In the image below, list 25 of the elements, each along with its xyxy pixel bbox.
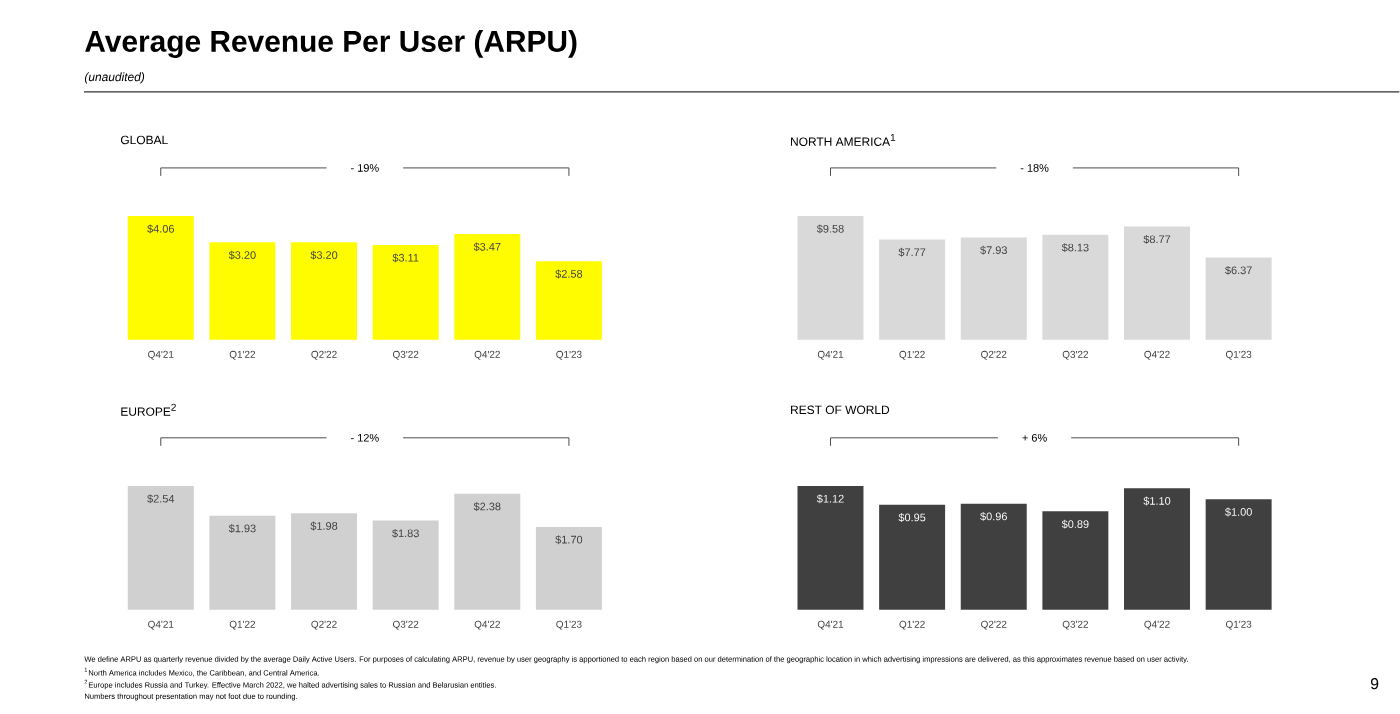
bar — [879, 504, 946, 610]
bar — [879, 239, 946, 340]
bar — [372, 520, 439, 610]
bar — [535, 527, 602, 610]
bar — [454, 493, 521, 610]
bar — [535, 261, 602, 340]
bar — [797, 486, 864, 610]
bar — [960, 237, 1027, 340]
bar — [1205, 257, 1272, 340]
bar — [1042, 511, 1109, 610]
bar — [797, 216, 864, 340]
bar — [291, 242, 358, 340]
bar — [127, 216, 194, 340]
bar — [127, 486, 194, 610]
bar — [960, 503, 1027, 610]
text: Average Revenue Per User (ARPU) — [85, 30, 577, 59]
bar — [209, 242, 276, 340]
bar — [454, 234, 521, 340]
bar — [1124, 226, 1190, 340]
bar — [1205, 499, 1272, 610]
bar — [1124, 488, 1190, 610]
bar — [372, 245, 439, 340]
bar — [1042, 234, 1109, 340]
bar — [291, 513, 358, 610]
bar — [209, 515, 276, 610]
